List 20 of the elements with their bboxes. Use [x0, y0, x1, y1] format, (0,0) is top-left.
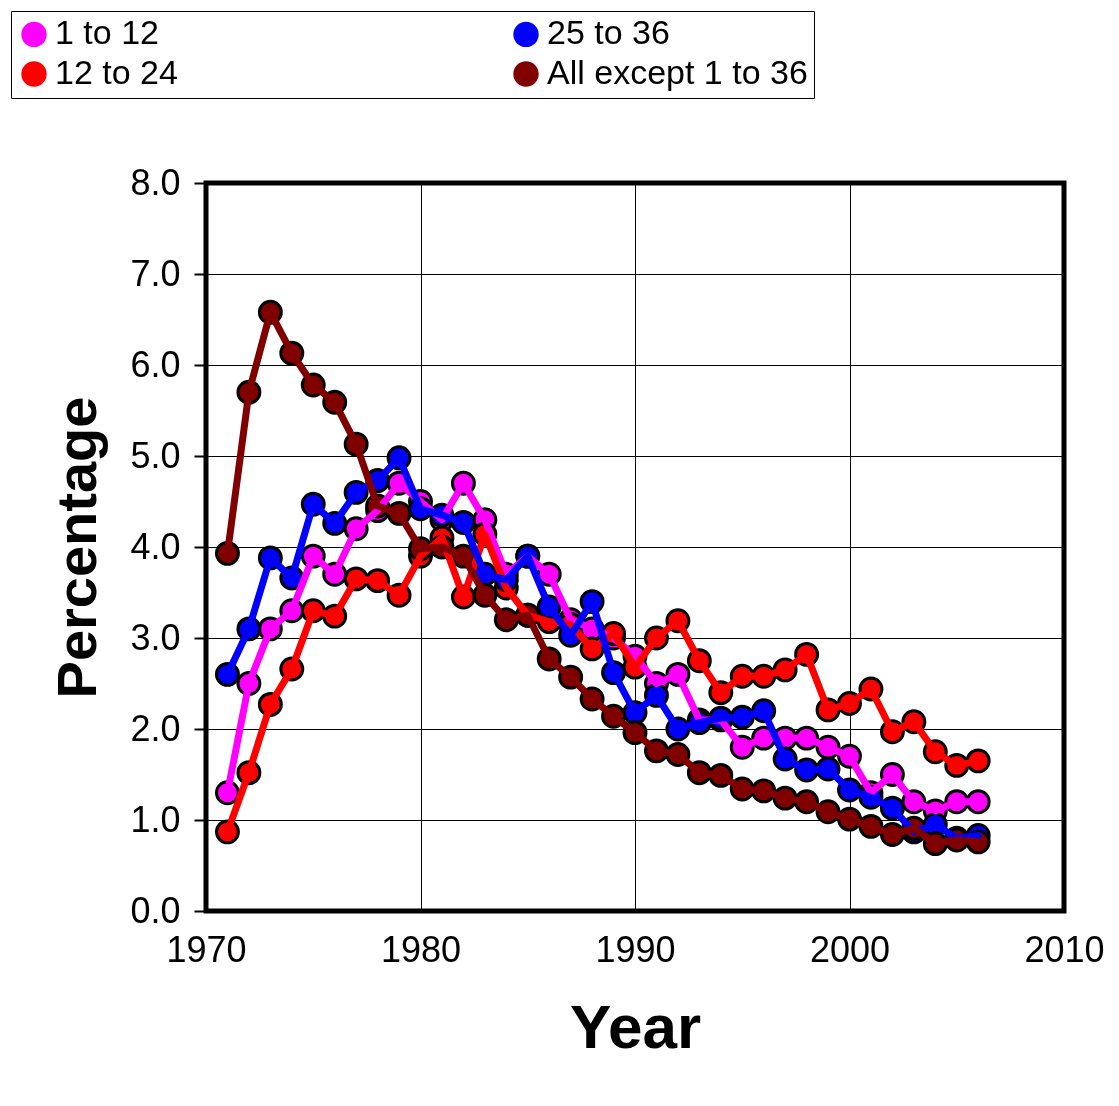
legend-label: 12 to 24: [55, 53, 178, 91]
legend-label: 1 to 12: [55, 13, 159, 52]
y-tick-label: 7.0: [130, 252, 181, 294]
x-tick-label: 1970: [166, 928, 247, 970]
y-tick-label: 8.0: [130, 161, 181, 203]
y-tick-label: 6.0: [130, 343, 181, 385]
y-tick-label: 1.0: [130, 798, 181, 840]
y-tick-label: 3.0: [130, 616, 181, 658]
y-tick-label: 5.0: [130, 434, 181, 476]
y-tick-label: 0.0: [130, 889, 181, 931]
legend-label: All except 1 to 36: [547, 53, 808, 91]
x-tick-label: 1980: [380, 928, 462, 970]
y-tick-label: 4.0: [130, 525, 181, 567]
legend-label: 25 to 36: [547, 13, 670, 52]
y-axis-title: Percentage: [45, 396, 109, 699]
x-axis-title: Year: [569, 991, 702, 1061]
x-tick-label: 2010: [1024, 928, 1105, 970]
y-tick-label: 2.0: [130, 707, 181, 749]
x-tick-label: 1990: [595, 928, 676, 970]
x-tick-label: 2000: [809, 928, 891, 970]
